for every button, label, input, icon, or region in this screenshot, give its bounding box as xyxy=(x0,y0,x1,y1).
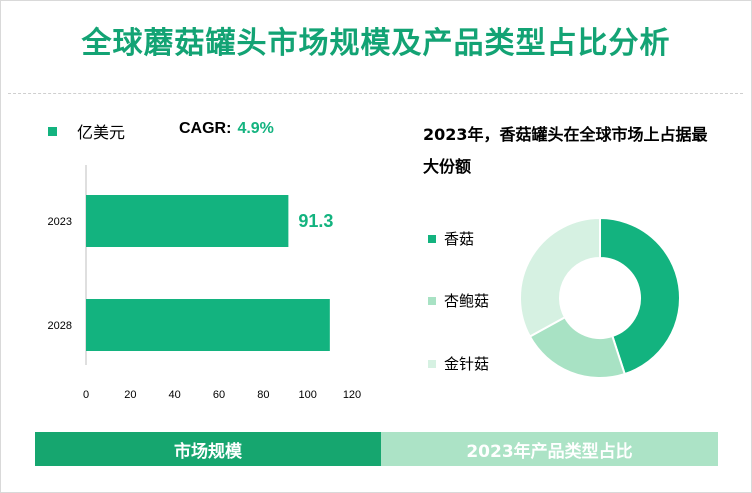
footer-type-share: 2023年产品类型占比 xyxy=(381,432,718,466)
donut-slice-1 xyxy=(599,216,681,376)
cagr-text: CAGR: 4.9% xyxy=(179,120,274,138)
x-tick-label-0: 0 xyxy=(83,389,89,401)
data-label-2023: 91.3 xyxy=(298,211,333,231)
donut-slice-3 xyxy=(519,216,601,338)
cagr-value: 4.9% xyxy=(237,120,274,137)
donut-legend-label: 金针菇 xyxy=(444,355,490,373)
bar-legend-swatch xyxy=(48,126,57,136)
donut-legend-item-1: 香菇 xyxy=(428,228,474,249)
x-tick-label-60: 60 xyxy=(213,389,225,401)
donut-legend-swatch xyxy=(428,359,436,368)
bar-2023 xyxy=(86,195,289,247)
donut-legend-swatch xyxy=(428,296,436,305)
donut-legend-label: 杏鲍菇 xyxy=(444,292,490,310)
bar-legend-label: 亿美元 xyxy=(77,123,126,142)
x-tick-label-120: 120 xyxy=(343,389,361,401)
cagr-label: CAGR: xyxy=(179,120,232,137)
bar-legend: 亿美元 xyxy=(48,120,125,142)
x-tick-label-20: 20 xyxy=(124,389,136,401)
bar-2028 xyxy=(86,299,330,351)
x-tick-label-40: 40 xyxy=(169,389,181,401)
x-tick-label-80: 80 xyxy=(257,389,269,401)
donut-legend-item-3: 金针菇 xyxy=(428,353,489,374)
title-divider xyxy=(8,93,743,94)
pie-title: 2023年，香菇罐头在全球市场上占据最大份额 xyxy=(423,125,708,176)
donut-legend-swatch xyxy=(428,234,436,243)
donut-chart xyxy=(519,216,681,379)
footer-market-size: 市场规模 xyxy=(35,432,381,466)
page-title: 全球蘑菇罐头市场规模及产品类型占比分析 xyxy=(81,26,671,61)
donut-legend-label: 香菇 xyxy=(444,230,475,248)
y-tick-label-2023: 2023 xyxy=(48,216,72,228)
donut-legend-item-2: 杏鲍菇 xyxy=(428,290,489,311)
x-tick-label-100: 100 xyxy=(298,389,316,401)
y-tick-label-2028: 2028 xyxy=(48,320,72,332)
bar-chart: 2023 91.3 2028 0 20 40 60 80 100 120 xyxy=(48,165,361,401)
